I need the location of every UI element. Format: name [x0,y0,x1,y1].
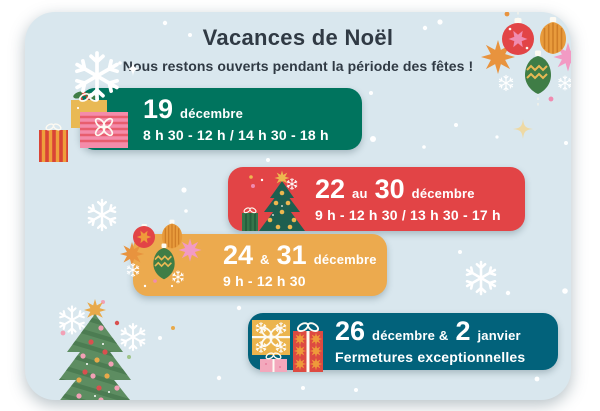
page-subtitle: Nous restons ouverts pendant la période … [122,58,474,74]
banner-date: 22 au 30 décembre [315,173,525,204]
tree-ornament-dots [76,325,120,400]
date-number: 24 [223,239,254,270]
date-number: 26 [335,316,366,346]
date-word: décembre [313,251,377,267]
banner-24-et-31-decembre: 24 & 31 décembre 9 h - 12 h 30 [133,234,387,296]
christmas-tree-icon [49,299,141,400]
date-number: 31 [276,239,307,270]
banner-19-decembre: 19 décembre 8 h 30 - 12 h / 14 h 30 - 18… [80,88,362,150]
confetti-dot [504,12,510,17]
banner-hours: 9 h - 12 h 30 / 13 h 30 - 17 h [315,206,501,223]
snowflake-icon [499,76,514,91]
confetti-dot [548,96,554,102]
date-word: au [352,185,368,201]
date-word: janvier [477,328,521,343]
banner-date: 26 décembre & 2 janvier [335,318,558,345]
banner-closed-note: Fermetures exceptionnelles [335,349,526,365]
holiday-card: Vacances de Noël Nous restons ouverts pe… [25,12,571,400]
date-number: 19 [143,93,174,124]
banner-hours: 9 h - 12 h 30 [223,272,306,289]
date-number: 30 [374,173,405,204]
banner-26-decembre-2-janvier: 26 décembre & 2 janvier Fermetures excep… [248,313,558,370]
gold-sparkle-icon [513,119,533,139]
date-word: décembre & [372,328,449,343]
red-striped-gift-icon [39,122,68,162]
banner-hours: 8 h 30 - 12 h / 14 h 30 - 18 h [143,126,329,143]
snowflake-icon [558,76,571,90]
date-word: décembre [411,185,475,201]
date-word: & [260,251,270,267]
banner-date: 19 décembre [143,93,362,124]
date-number: 22 [315,173,346,204]
date-number: 2 [455,316,471,346]
banner-date: 24 & 31 décembre [223,239,387,270]
date-word: décembre [180,105,244,121]
banner-22-au-30-decembre: 22 au 30 décembre 9 h - 12 h 30 / 13 h 3… [228,167,525,231]
header: Vacances de Noël Nous restons ouverts pe… [25,25,571,74]
page-title: Vacances de Noël [202,25,394,50]
